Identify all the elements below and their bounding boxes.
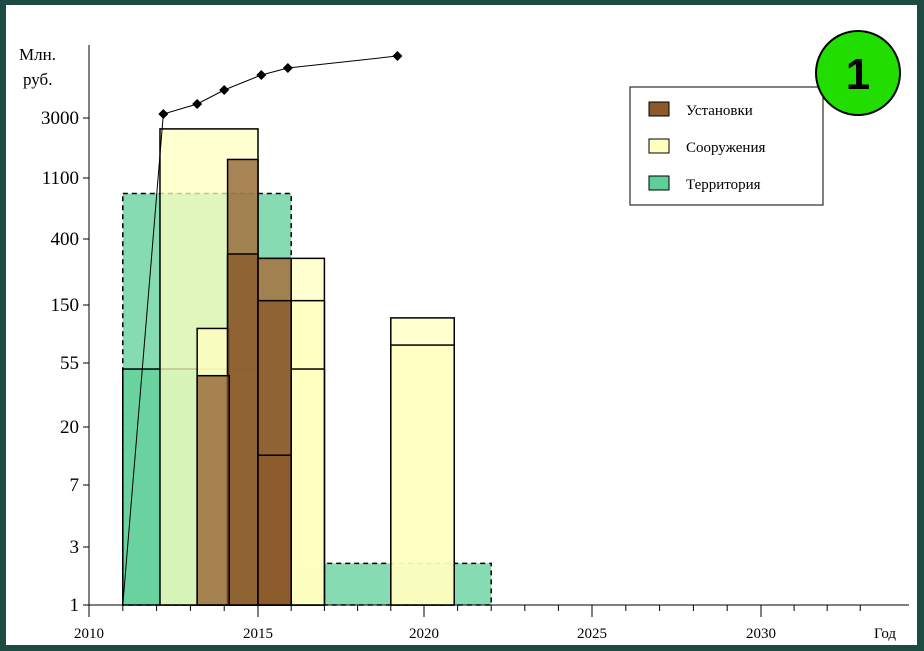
line-marker-0	[158, 109, 168, 119]
bar-2-4	[258, 455, 291, 605]
bar-1-4	[291, 369, 324, 605]
y-tick-label-4: 55	[60, 353, 79, 374]
y-tick-label-1: 3	[70, 537, 80, 558]
badge-number: 1	[846, 50, 870, 99]
y-axis-label-line1: Млн.	[19, 45, 56, 64]
y-tick-label-0: 1	[70, 595, 80, 616]
x-tick-label-0: 2010	[74, 626, 104, 642]
x-tick-label-2: 2020	[409, 626, 439, 642]
x-tick-label-3: 2025	[577, 626, 607, 642]
y-tick-label-5: 150	[51, 295, 80, 316]
bar-1-6	[391, 345, 454, 605]
legend-label-0: Установки	[686, 103, 753, 119]
bar-2-1	[228, 254, 258, 605]
y-tick-label-3: 20	[60, 417, 79, 438]
line-marker-2	[219, 85, 229, 95]
y-tick-label-7: 1100	[42, 168, 79, 189]
bar-2-5	[197, 376, 229, 605]
chart-frame: 1 3 7 20 55 150 400 1100 3000 2010 2015 2020 2025 203…	[6, 5, 917, 645]
x-axis-label: Год	[874, 626, 896, 642]
y-tick-label-6: 400	[51, 229, 80, 250]
line-marker-5	[392, 51, 402, 61]
legend-label-2: Территория	[686, 177, 761, 193]
y-tick-label-2: 7	[70, 475, 80, 496]
y-tick-label-8: 3000	[41, 108, 79, 129]
x-tick-label-1: 2015	[243, 626, 273, 642]
legend-swatch-1	[649, 139, 669, 153]
legend-swatch-0	[649, 102, 669, 116]
line-marker-3	[256, 70, 266, 80]
chart-svg: 1 3 7 20 55 150 400 1100 3000 2010 2015 2020 2025 203…	[6, 5, 917, 645]
line-marker-4	[283, 63, 293, 73]
legend-label-1: Сооружения	[686, 140, 765, 156]
line-marker-1	[192, 99, 202, 109]
legend-swatch-2	[649, 176, 669, 190]
x-tick-label-4: 2030	[746, 626, 776, 642]
y-axis-label-line2: руб.	[23, 70, 52, 89]
